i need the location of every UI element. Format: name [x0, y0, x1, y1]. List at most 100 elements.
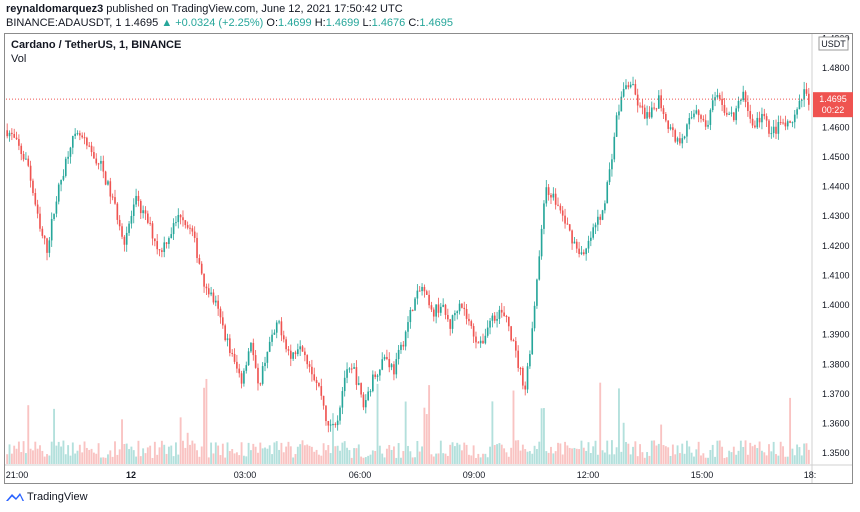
volume-bar: [491, 401, 494, 464]
candle-body: [409, 309, 412, 323]
volume-bar: [702, 453, 705, 464]
candle-body: [721, 98, 723, 105]
volume-bar: [674, 454, 677, 464]
candle-body: [639, 105, 641, 107]
volume-bar: [357, 444, 360, 464]
price-tick-label: 1.4300: [822, 211, 850, 221]
candle-body: [154, 238, 156, 242]
candle-body: [791, 122, 794, 124]
candle-body: [728, 113, 730, 115]
candle-body: [83, 137, 86, 139]
volume-bar: [470, 455, 473, 464]
volume-bar: [442, 453, 445, 464]
candle-body: [416, 290, 419, 299]
candle-body: [130, 215, 133, 224]
volume-bar: [514, 440, 517, 464]
volume-bar: [458, 444, 461, 464]
candle-body: [442, 304, 444, 307]
volume-bar: [407, 445, 409, 464]
candle-body: [207, 288, 210, 295]
volume-bar: [531, 453, 534, 464]
candle-body: [744, 91, 747, 103]
volume-bar: [587, 442, 590, 464]
candle-body: [97, 163, 100, 165]
candle-body: [503, 312, 505, 316]
volume-bar: [390, 449, 393, 464]
volume-bar: [170, 445, 173, 464]
volume-bar: [428, 385, 431, 464]
candle-body: [137, 195, 140, 201]
candle-body: [737, 100, 740, 109]
volume-bar: [671, 444, 674, 464]
volume-bar: [723, 457, 726, 464]
candle-body: [786, 121, 789, 127]
footer-brand[interactable]: TradingView: [6, 491, 88, 503]
candle-body: [714, 97, 716, 101]
volume-bar: [20, 452, 23, 464]
candle-body: [430, 305, 433, 310]
price-tick-label: 1.4200: [822, 241, 850, 251]
candle-body: [568, 224, 571, 231]
currency-box[interactable]: [818, 36, 849, 51]
chart-title[interactable]: Cardano / TetherUS, 1, BINANCE: [11, 39, 182, 51]
candle-body: [132, 204, 135, 216]
volume-bar: [397, 443, 400, 464]
candle-body: [620, 96, 623, 112]
volume-bar: [664, 446, 667, 464]
volume-bar: [580, 440, 583, 464]
volume-bar: [676, 445, 679, 464]
volume-bar: [704, 457, 707, 464]
candle-body: [414, 298, 416, 311]
candle-body: [507, 316, 510, 327]
volume-bar: [228, 451, 231, 464]
volume-bar: [566, 445, 569, 464]
candle-body: [627, 85, 630, 88]
volume-bar: [69, 455, 72, 464]
volume-bar: [615, 447, 618, 464]
volume-bar: [325, 450, 327, 464]
volume-bar: [378, 445, 381, 464]
candle-body: [761, 113, 763, 123]
volume-bar: [484, 453, 487, 464]
candle-body: [662, 108, 665, 115]
price-tick-label: 1.4000: [822, 300, 850, 310]
publisher-name[interactable]: reynaldomarquez3: [6, 3, 104, 15]
volume-bar: [423, 407, 426, 464]
candle-body: [665, 114, 667, 121]
volume-bar: [92, 452, 95, 464]
time-axis[interactable]: 21:00 12 03:00 06:00 09:00 12:00 15:00 18:: [6, 470, 817, 480]
volume-bar: [753, 444, 756, 464]
candle-body: [343, 377, 346, 392]
volume-bar: [294, 454, 297, 464]
candle-body: [423, 286, 426, 292]
volume-bar: [632, 446, 634, 464]
candle-body: [573, 241, 576, 244]
volume-bar: [432, 456, 435, 464]
candle-body: [210, 292, 212, 295]
volume-legend[interactable]: Vol: [11, 53, 27, 65]
volume-bar: [596, 454, 599, 464]
candle-body: [711, 100, 714, 111]
candle-body: [554, 193, 557, 205]
candle-body: [79, 133, 81, 136]
chart-frame: [4, 33, 853, 484]
candle-body: [400, 344, 402, 350]
volume-bar: [409, 451, 412, 464]
candle-body: [287, 349, 290, 351]
volume-bar: [97, 443, 100, 464]
volume-bar: [791, 448, 794, 464]
volume-bar: [761, 450, 763, 464]
close-label: C:: [408, 17, 420, 29]
volume-bar: [582, 447, 585, 464]
volume-bar: [559, 443, 562, 464]
volume-bar: [608, 454, 611, 464]
candle-body: [88, 145, 91, 147]
candle-body: [381, 359, 384, 370]
candle-body: [268, 341, 271, 352]
candle-body: [273, 332, 276, 335]
candle-body: [67, 156, 69, 159]
volume-bar: [102, 457, 105, 464]
volume-bar: [13, 445, 16, 464]
candle-body: [650, 107, 653, 118]
